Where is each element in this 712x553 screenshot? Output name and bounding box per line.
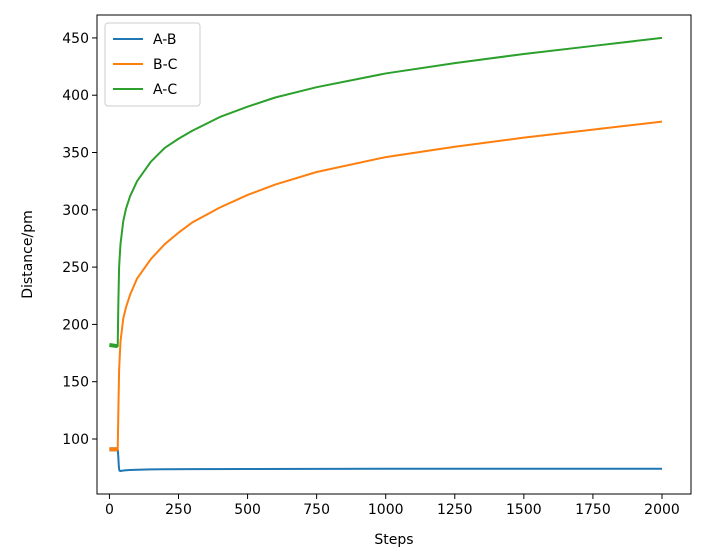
y-axis-label: Distance/pm (20, 210, 36, 298)
y-tick-label: 400 (62, 88, 89, 104)
series-line-a-c (109, 36, 663, 348)
y-tick-label: 200 (62, 317, 89, 333)
y-tick-label: 300 (62, 203, 89, 219)
x-axis-ticks: 0 250 500 750 1000 1250 1500 1750 2000 (105, 494, 680, 518)
series-layer (109, 36, 663, 473)
series-line-a-b (109, 448, 662, 473)
y-tick-label: 450 (62, 31, 89, 47)
legend-label-a-b: A-B (153, 32, 176, 48)
y-tick-label: 350 (62, 146, 89, 162)
x-axis-label: Steps (374, 532, 413, 548)
x-tick-label: 500 (234, 502, 261, 518)
x-tick-label: 0 (105, 502, 114, 518)
y-tick-label: 100 (62, 432, 89, 448)
series-line-b-c (109, 120, 663, 451)
x-tick-label: 1750 (575, 502, 611, 518)
legend-label-a-c: A-C (153, 82, 177, 98)
y-axis-ticks: 100 150 200 250 300 350 400 450 (62, 31, 97, 448)
y-tick-label: 150 (62, 375, 89, 391)
axes-frame (96, 14, 692, 495)
x-tick-label: 2000 (644, 502, 680, 518)
series-start-plateau-a-c (109, 343, 118, 349)
x-tick-label: 1500 (506, 502, 542, 518)
x-tick-label: 250 (165, 502, 192, 518)
x-tick-label: 750 (303, 502, 330, 518)
x-tick-label: 1250 (437, 502, 473, 518)
legend-box (104, 22, 201, 107)
x-tick-label: 1000 (368, 502, 404, 518)
legend-label-b-c: B-C (153, 57, 178, 73)
y-tick-label: 250 (62, 260, 89, 276)
legend: A-B B-C A-C (104, 22, 201, 107)
